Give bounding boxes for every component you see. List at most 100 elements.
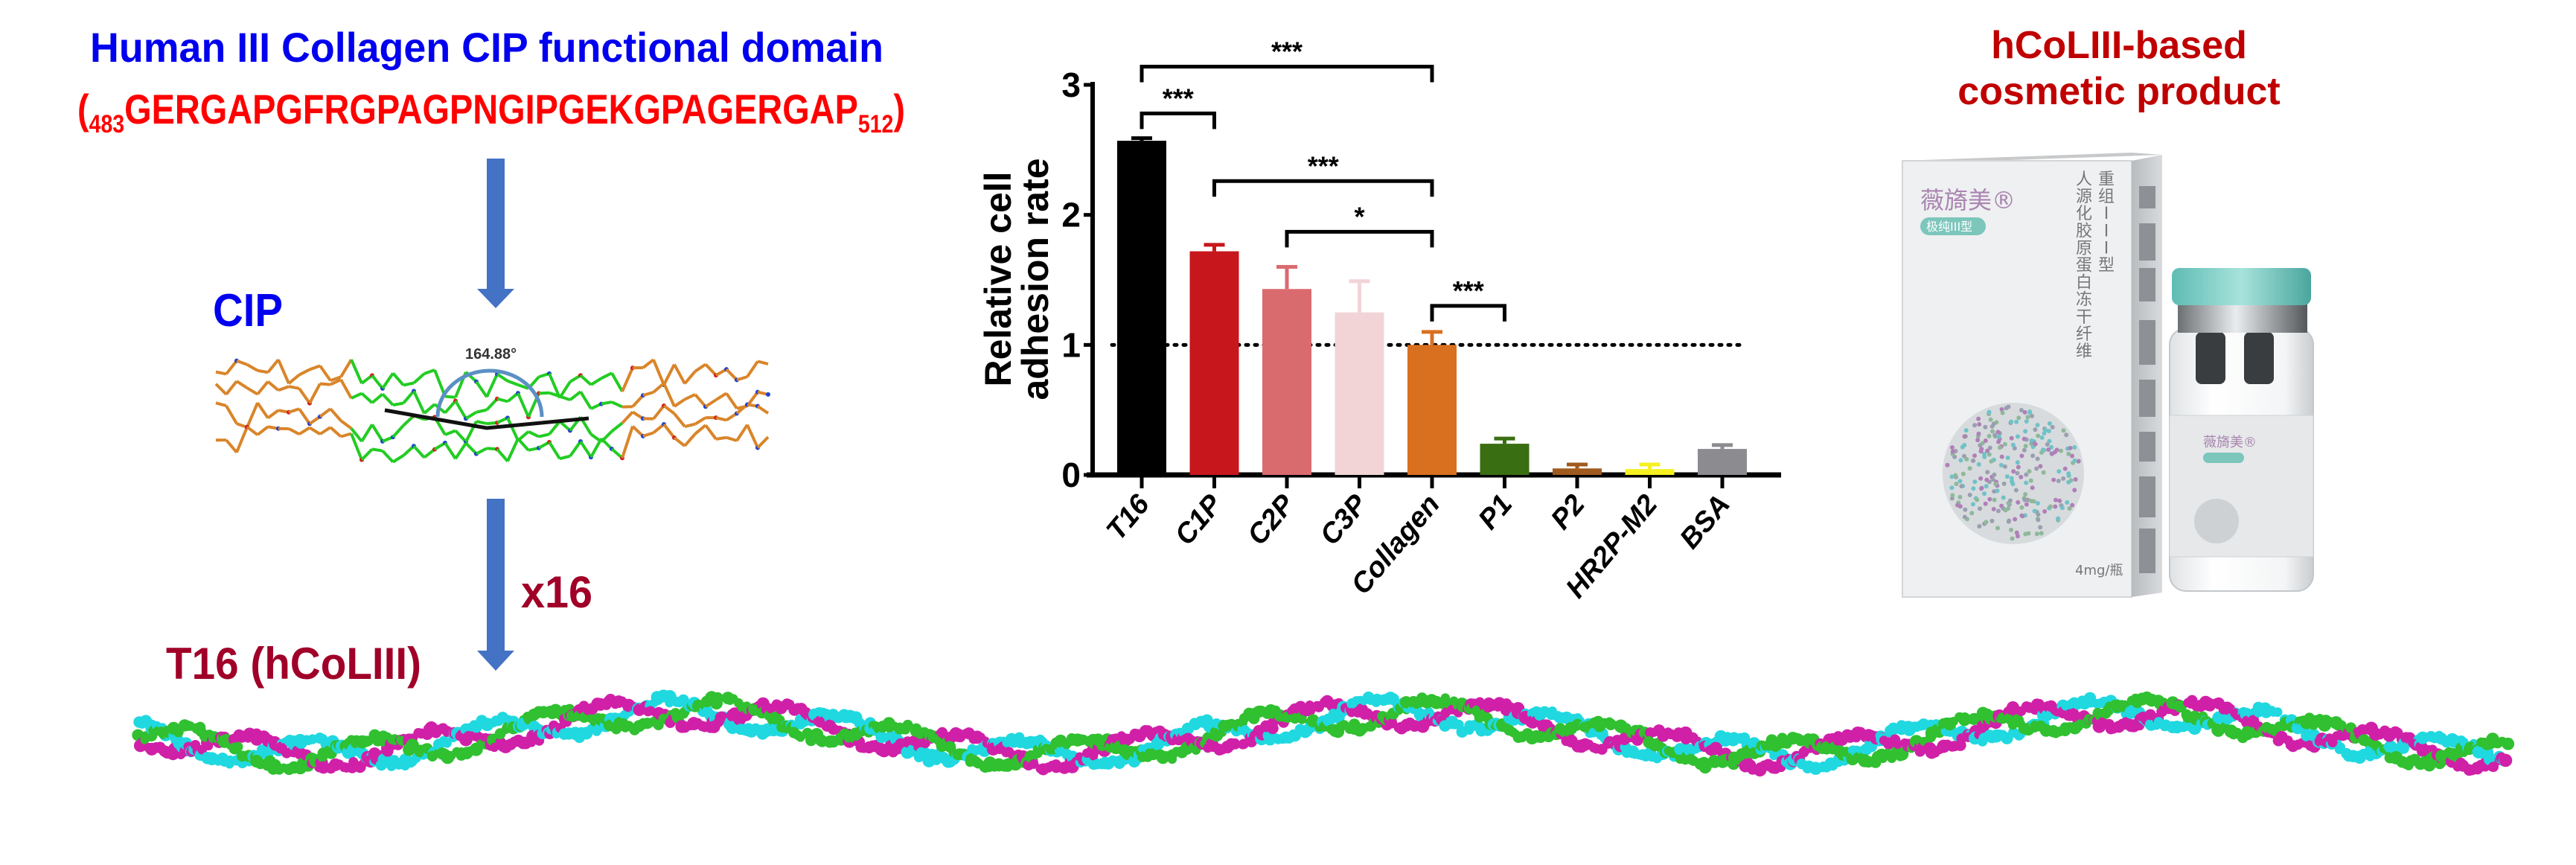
pattern-dot [2036, 517, 2041, 523]
pattern-dot [1991, 506, 1996, 511]
bond [549, 391, 560, 398]
bond [319, 365, 332, 382]
pattern-dot [2025, 415, 2030, 420]
pattern-dot [2056, 478, 2061, 483]
pattern-dot [1995, 430, 2001, 435]
pattern-dot [2010, 442, 2016, 447]
pattern-dot [1957, 479, 1963, 484]
pattern-dot [2035, 500, 2040, 505]
x-tick-label: T16 [1101, 488, 1157, 546]
bond [412, 372, 426, 384]
pattern-dot [2076, 459, 2081, 464]
pattern-dot [2059, 448, 2064, 453]
bond [506, 417, 520, 441]
bond [517, 383, 529, 390]
pattern-dot [1996, 439, 2001, 444]
bond [371, 447, 383, 453]
bond [579, 391, 592, 410]
bond [391, 454, 405, 464]
helix-residue [2499, 753, 2513, 767]
pattern-dot [1950, 449, 1955, 454]
bond [704, 424, 717, 441]
bond [715, 416, 727, 422]
bond [485, 398, 499, 411]
pattern-dot [2016, 415, 2022, 421]
bond [735, 424, 749, 442]
bond [704, 398, 717, 408]
bond [517, 392, 530, 418]
pattern-dot [2023, 444, 2028, 449]
bond [246, 425, 259, 436]
pattern-dot [1957, 494, 1963, 499]
pattern-dot [1987, 497, 1992, 502]
vial-brand-logo: 薇旖美® [2203, 435, 2257, 450]
bar-collagen [1407, 345, 1457, 475]
pattern-dot [1987, 409, 1992, 415]
helix-residue [1893, 739, 1902, 750]
cip-label: CIP [213, 285, 283, 336]
pattern-dot [1972, 479, 1978, 485]
bond [308, 426, 322, 435]
bond [246, 363, 258, 372]
bond [225, 360, 238, 375]
pattern-dot [2051, 477, 2056, 482]
pattern-dot [2023, 492, 2028, 497]
bond [589, 438, 603, 459]
multiplier-label: x16 [521, 567, 592, 617]
pattern-dot [1989, 518, 1995, 523]
pattern-dot [1959, 484, 1964, 489]
bond [662, 423, 676, 439]
bond [631, 394, 645, 408]
pattern-dot [2034, 532, 2039, 537]
pattern-dot [2043, 427, 2048, 432]
bond [475, 380, 488, 398]
pattern-dot [1993, 482, 1998, 487]
cip-molecule-structure [214, 358, 770, 464]
pattern-dot [2011, 469, 2016, 474]
pattern-dot [2019, 505, 2024, 510]
pattern-dot [2061, 476, 2066, 481]
pattern-dot [1975, 497, 1980, 502]
bar-t16 [1117, 141, 1166, 475]
bond [496, 372, 509, 383]
bond [715, 392, 728, 401]
t16-label: T16 (hCoLIII) [166, 639, 421, 689]
bond [746, 424, 759, 449]
pattern-dot [2047, 421, 2052, 427]
pattern-dot [1991, 421, 1996, 427]
pattern-dot [1992, 489, 1997, 494]
side-panel-text-lines [2139, 186, 2155, 573]
bond [725, 392, 738, 409]
pattern-dot [1982, 491, 1987, 497]
helix-residue [2488, 762, 2499, 773]
box-brand-logo: 薇旖美® [1920, 186, 2016, 214]
bond [548, 373, 561, 399]
bond [673, 436, 686, 447]
pattern-dot [2007, 498, 2013, 503]
pattern-dot [1989, 459, 1994, 464]
pattern-dot [1953, 473, 1958, 478]
pattern-dot [2000, 410, 2005, 415]
significance-bracket [1140, 111, 1216, 130]
bond [236, 359, 248, 366]
pattern-dot [2057, 498, 2062, 503]
pattern-dot [2034, 466, 2039, 471]
pattern-dot [1984, 477, 1989, 482]
bond [642, 390, 654, 398]
x-tick-label: C3P [1314, 488, 1374, 551]
box-badge-text: 极纯III型 [1926, 220, 1972, 234]
bond [309, 364, 321, 371]
helix-residue [442, 738, 452, 748]
x-tick-label: P1 [1472, 489, 1518, 536]
box-collagen-pattern [1945, 404, 2081, 541]
bond [381, 372, 394, 390]
pattern-dot [2028, 478, 2033, 483]
pattern-dot [2009, 476, 2014, 481]
bend-angle-arc [435, 368, 544, 418]
pattern-dot [1964, 456, 1969, 462]
bond [496, 397, 508, 403]
pattern-dot [2023, 532, 2028, 537]
x-tick-label: C2P [1241, 488, 1301, 551]
bond [726, 435, 738, 442]
pattern-dot [1987, 445, 1992, 450]
